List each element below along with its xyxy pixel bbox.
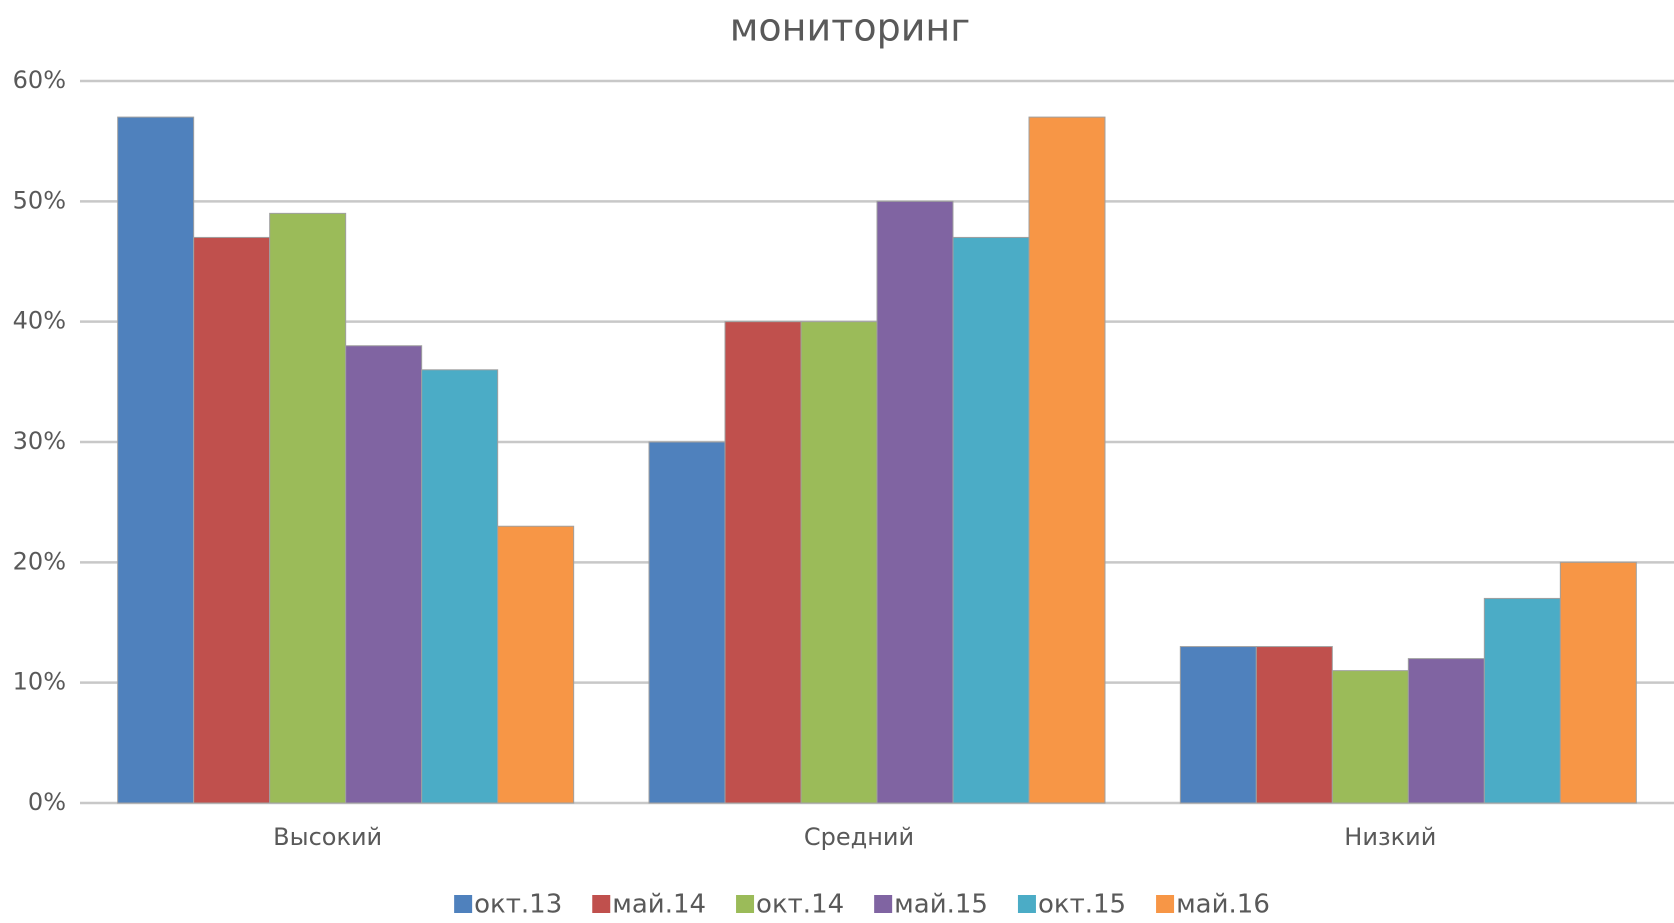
bar (1179, 646, 1257, 804)
y-tick-label: 50% (13, 186, 66, 214)
bar (421, 369, 499, 804)
legend-swatch (874, 895, 893, 913)
y-tick-label: 0% (28, 788, 66, 816)
bar (193, 236, 271, 804)
bar (800, 321, 878, 804)
bar (1028, 116, 1106, 804)
bar (724, 321, 802, 804)
legend-swatch (1017, 895, 1036, 913)
legend-label: окт.15 (1038, 890, 1126, 920)
legend-swatch (736, 895, 755, 913)
bar (1559, 561, 1637, 804)
y-tick-label: 10% (13, 668, 66, 696)
bar (1255, 646, 1333, 804)
legend-label: май.15 (894, 890, 988, 920)
bar (269, 212, 347, 804)
y-tick-label: 30% (13, 427, 66, 455)
bar (117, 116, 195, 804)
bar (1331, 670, 1409, 804)
bar (648, 441, 726, 804)
legend-label: окт.14 (756, 890, 844, 920)
bar (1483, 597, 1561, 804)
x-tick-label: Высокий (273, 823, 382, 851)
bar (952, 236, 1030, 804)
bar (876, 200, 954, 804)
bar (345, 345, 423, 804)
legend-swatch (592, 895, 611, 913)
y-tick-label: 60% (13, 66, 66, 94)
legend-label: окт.13 (474, 890, 562, 920)
x-tick-label: Средний (804, 823, 914, 851)
bar (1407, 658, 1485, 804)
y-tick-label: 20% (13, 547, 66, 575)
bar (497, 525, 575, 804)
x-tick-label: Низкий (1344, 823, 1436, 851)
legend-label: май.16 (1176, 890, 1270, 920)
legend-swatch (1156, 895, 1175, 913)
chart-title: мониторинг (730, 6, 970, 50)
legend-swatch (454, 895, 473, 913)
y-tick-label: 40% (13, 307, 66, 335)
legend-label: май.14 (612, 890, 706, 920)
